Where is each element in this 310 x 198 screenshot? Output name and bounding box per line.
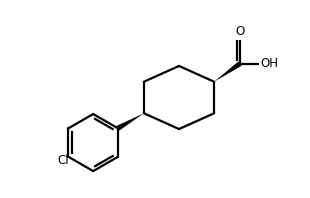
Text: O: O [235, 25, 245, 38]
Text: Cl: Cl [57, 154, 69, 167]
Polygon shape [117, 113, 144, 131]
Polygon shape [214, 61, 241, 82]
Text: OH: OH [261, 57, 279, 70]
